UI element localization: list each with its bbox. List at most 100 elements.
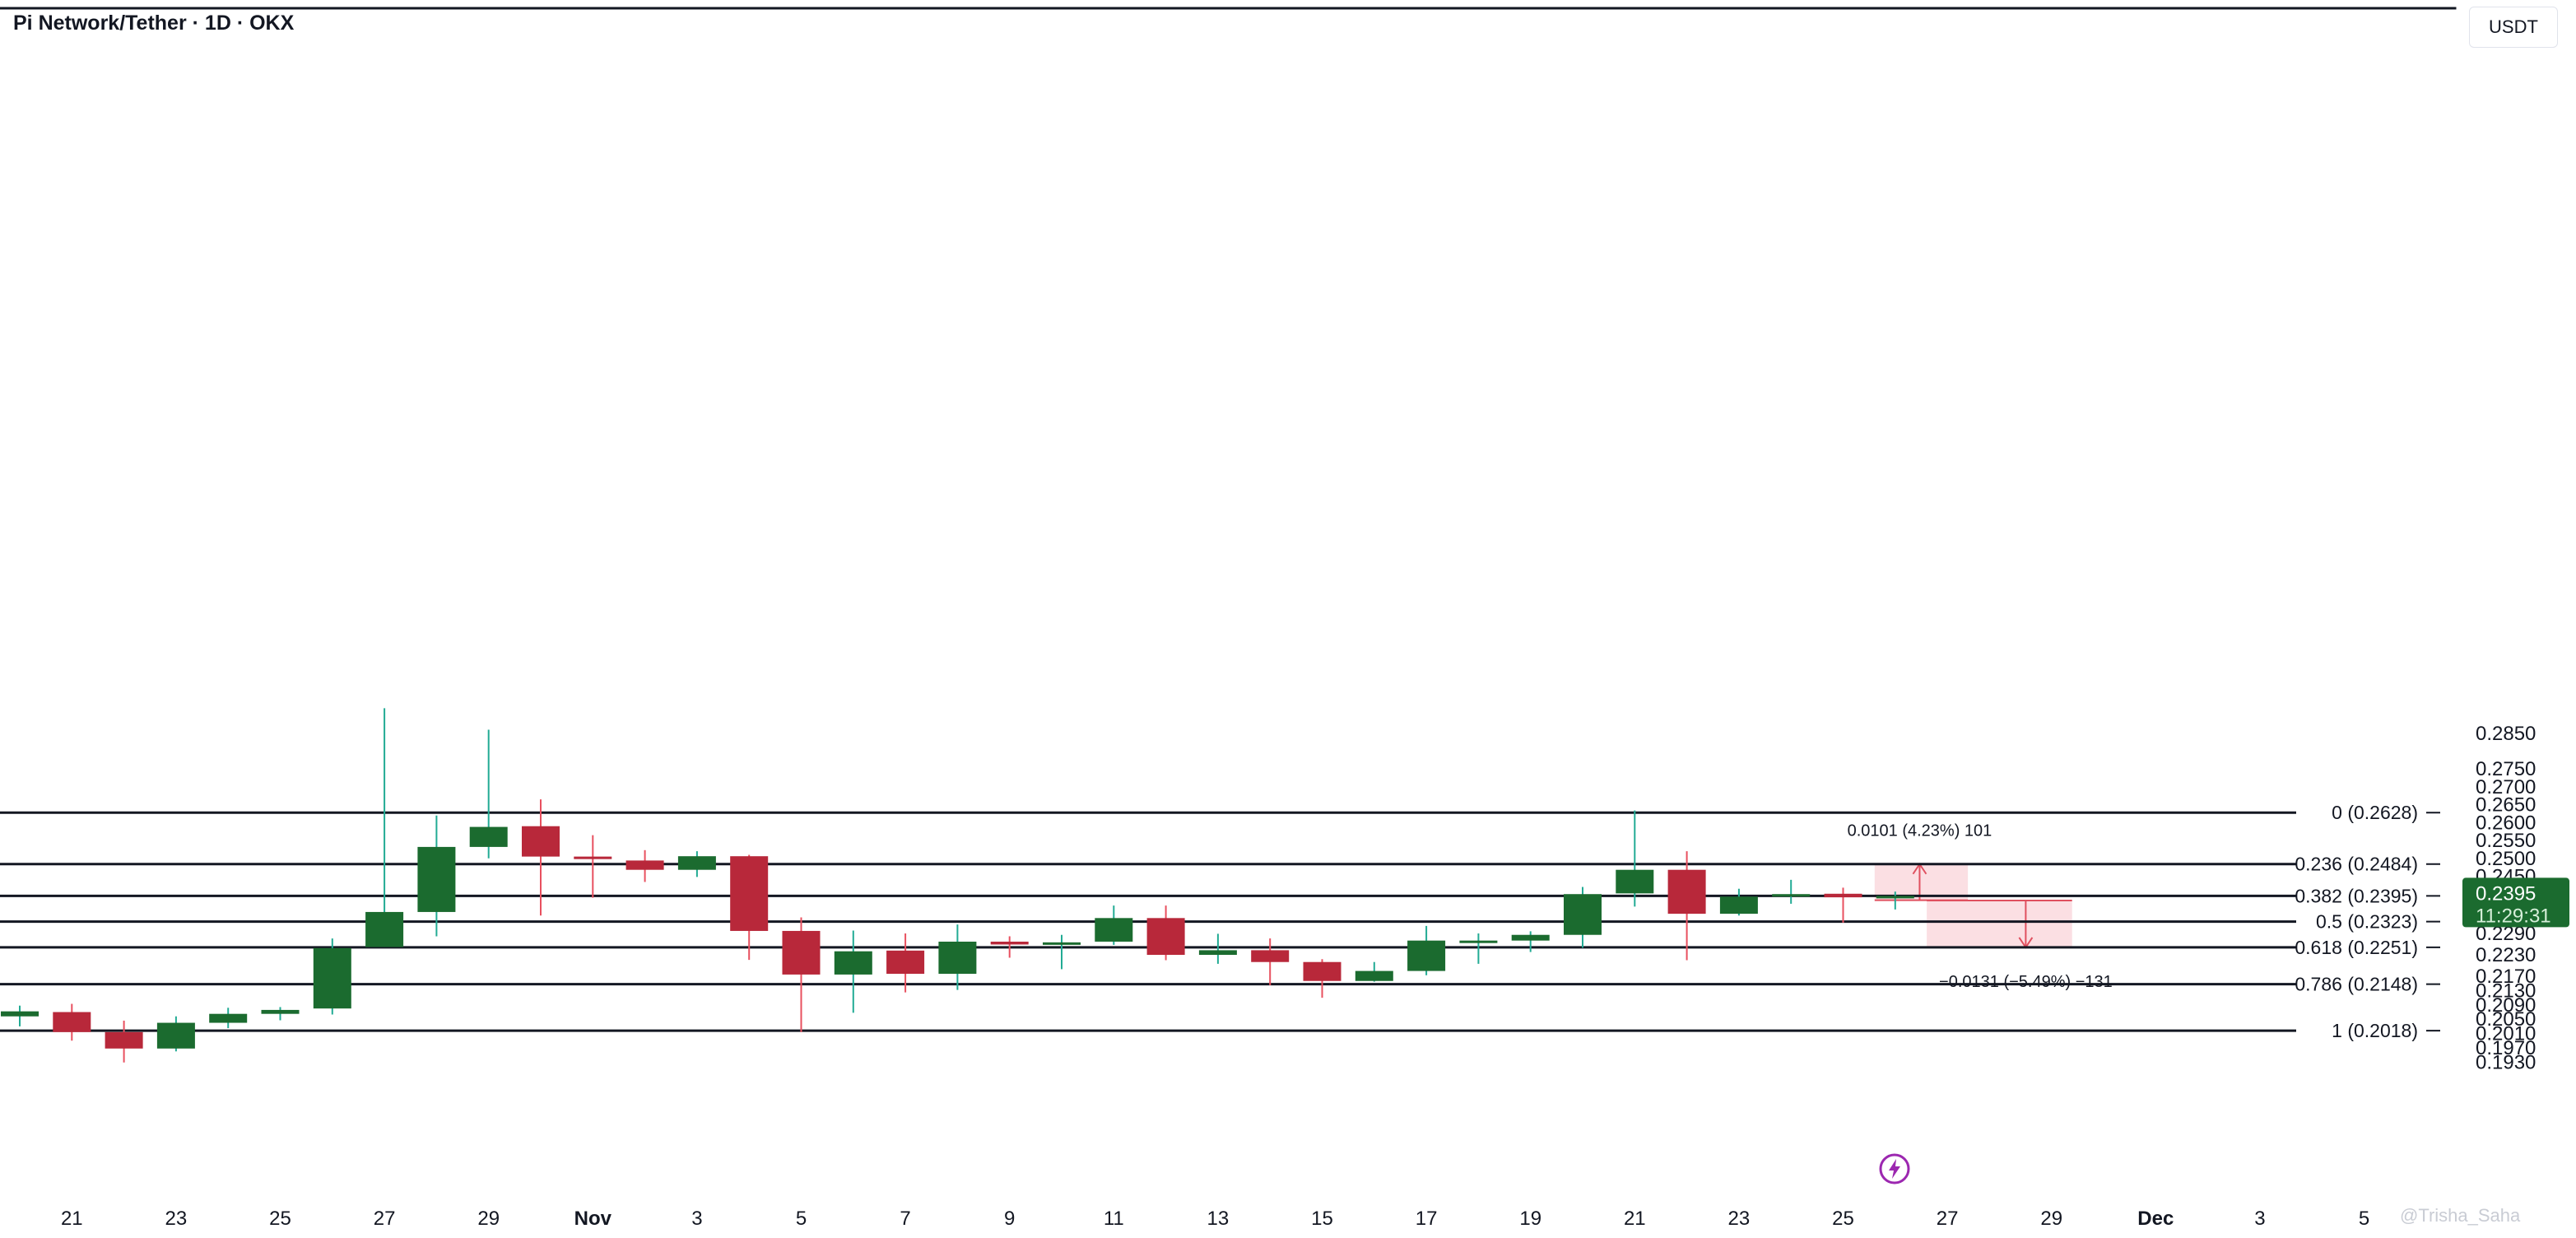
fib-level-1[interactable]: 1 (0.2018) — [0, 1020, 2440, 1041]
candle-body-up — [417, 846, 456, 912]
fib-level-label: 0.618 (0.2251) — [2295, 937, 2418, 958]
candle-body-up — [834, 951, 872, 975]
time-tick-label: 3 — [2254, 1208, 2265, 1230]
time-tick-label: 21 — [1624, 1208, 1646, 1230]
price-tick-label: 0.2700 — [2476, 776, 2536, 798]
time-tick-label: 3 — [691, 1208, 702, 1230]
time-tick-label: 7 — [900, 1208, 910, 1230]
candle-body-up — [1511, 934, 1550, 941]
time-tick-label: 5 — [796, 1208, 807, 1230]
candle — [834, 930, 872, 1013]
candle-body-up — [1407, 940, 1446, 971]
time-tick-label: 23 — [165, 1208, 188, 1230]
fib-level-label: 0.236 (0.2484) — [2295, 854, 2418, 875]
candle — [1095, 905, 1133, 945]
candle — [1511, 931, 1550, 952]
candle — [1198, 933, 1237, 964]
candle — [574, 835, 612, 898]
fib-level-0.236[interactable]: 0.236 (0.2484) — [0, 854, 2440, 875]
price-tick-label: 0.2170 — [2476, 966, 2536, 988]
fib-level-label: 0 (0.2628) — [2332, 802, 2418, 823]
projection-measure-1[interactable]: 0.0101 (4.23%) 101 — [1848, 822, 1992, 901]
price-tick-label: 0.2600 — [2476, 812, 2536, 834]
candle-body-down — [105, 1031, 143, 1049]
price-tick-label: 0.2750 — [2476, 758, 2536, 780]
time-tick-label: 17 — [1416, 1208, 1438, 1230]
candle — [1303, 959, 1341, 998]
candle — [1564, 887, 1602, 948]
candle-body-down — [782, 930, 821, 975]
candle — [1459, 933, 1498, 964]
price-tick-label: 0.1930 — [2476, 1051, 2536, 1073]
candle — [1, 1005, 39, 1026]
fib-level-0.382[interactable]: 0.382 (0.2395) — [0, 885, 2440, 906]
candle-body-down — [574, 856, 612, 859]
candle-body-up — [1355, 970, 1393, 981]
candle-body-up — [1, 1011, 39, 1017]
author-watermark: @Trisha_Saha — [2400, 1205, 2521, 1226]
projection-measure-2[interactable]: −0.0131 (−5.49%) −131 — [1927, 900, 2113, 991]
time-tick-label: 29 — [2040, 1208, 2062, 1230]
fib-level-0[interactable]: 0 (0.2628) — [0, 802, 2440, 823]
time-tick-label: 27 — [374, 1208, 396, 1230]
candle-body-up — [1772, 894, 1811, 897]
candle-body-up — [469, 826, 508, 847]
projection-boxes: 0.0101 (4.23%) 101 −0.0131 (−5.49%) −131 — [1848, 822, 2113, 991]
candle — [1251, 938, 1290, 985]
candle — [53, 1003, 91, 1041]
time-tick-label: Dec — [2137, 1208, 2174, 1230]
candle-body-up — [1719, 896, 1758, 915]
candle — [365, 708, 404, 947]
candle — [1616, 810, 1654, 907]
candle-body-down — [1667, 869, 1706, 915]
currency-button[interactable]: USDT — [2469, 7, 2558, 48]
projection-label: 0.0101 (4.23%) 101 — [1848, 822, 1992, 840]
candle-body-up — [1043, 942, 1081, 945]
candle — [1407, 925, 1446, 975]
candle-body-down — [886, 950, 925, 975]
time-tick-label: 9 — [1004, 1208, 1015, 1230]
candle — [1355, 961, 1393, 982]
price-tick-label: 0.1970 — [2476, 1037, 2536, 1059]
candle — [1772, 879, 1811, 904]
time-tick-label: 25 — [1832, 1208, 1854, 1230]
candle — [677, 851, 716, 877]
candle-body-up — [1876, 896, 1914, 899]
candle — [1667, 851, 1706, 961]
candle — [105, 1020, 143, 1063]
candle — [938, 924, 977, 990]
candle-body-up — [1459, 940, 1498, 943]
price-axis[interactable]: 0.2850 0.27500.27000.26500.26000.25500.25… — [2476, 723, 2536, 1074]
projection-area — [1874, 863, 1969, 901]
fib-level-label: 0.382 (0.2395) — [2295, 885, 2418, 906]
candle-body-down — [730, 856, 769, 931]
candle — [417, 815, 456, 937]
candle — [990, 936, 1029, 958]
current-price-label: 0.2395 — [2476, 882, 2536, 905]
candle — [522, 799, 560, 916]
time-tick-label: 21 — [61, 1208, 83, 1230]
candle — [886, 933, 925, 993]
time-tick-label: 23 — [1728, 1208, 1751, 1230]
candle — [469, 729, 508, 859]
candle-body-down — [1824, 893, 1862, 898]
fib-level-0.786[interactable]: 0.786 (0.2148) — [0, 974, 2440, 995]
fib-level-label: 0.786 (0.2148) — [2295, 974, 2418, 995]
candle — [209, 1008, 248, 1029]
time-tick-label: 25 — [269, 1208, 291, 1230]
candle-body-up — [1198, 950, 1237, 956]
candlestick-series — [1, 708, 1914, 1063]
price-tick-label: 0.2230 — [2476, 944, 2536, 966]
candle-body-down — [522, 826, 560, 857]
candle — [313, 938, 351, 1015]
candle-body-up — [938, 941, 977, 975]
candle-body-down — [625, 860, 664, 870]
fib-level-label: 1 (0.2018) — [2332, 1020, 2418, 1041]
flash-icon[interactable] — [1878, 1152, 1911, 1185]
time-tick-label: 13 — [1207, 1208, 1230, 1230]
time-axis[interactable]: 21 23 25 27 29 Nov 3 5 7 9 11 13 15 17 19 21 23 25 27 29 Dec… — [61, 1208, 2369, 1230]
time-tick-label: 15 — [1311, 1208, 1333, 1230]
candle-body-down — [1303, 961, 1341, 981]
